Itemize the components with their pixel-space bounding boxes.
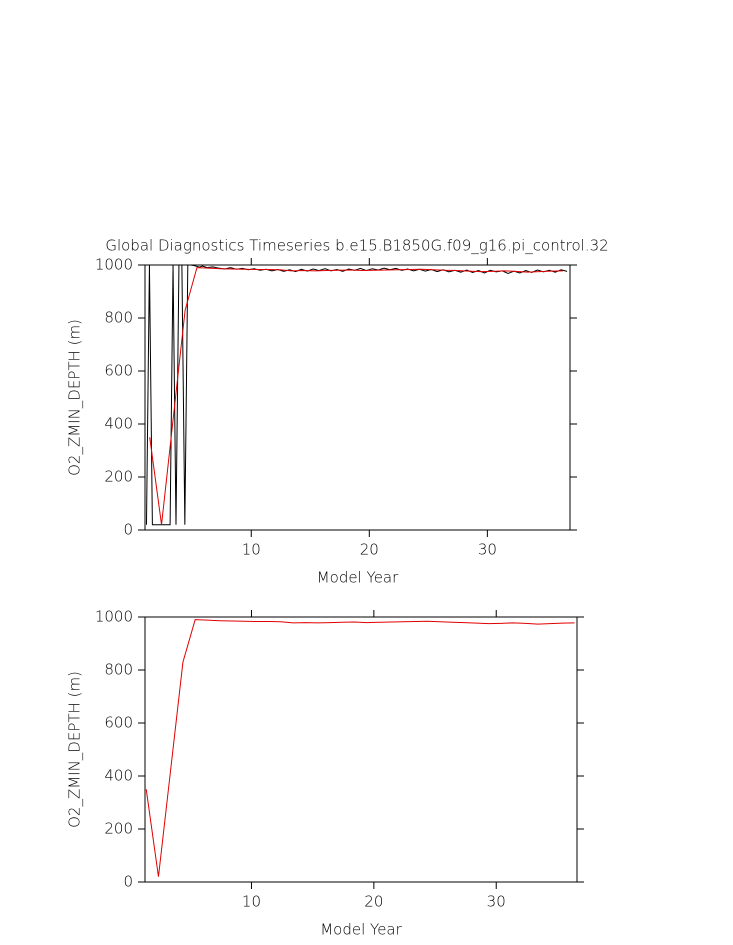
data-line — [149, 267, 563, 525]
chart-title: Global Diagnostics Timeseries b.e15.B185… — [105, 237, 608, 255]
x-axis-label: Model Year — [320, 921, 402, 939]
x-axis-label: Model Year — [317, 569, 399, 587]
x-tick-label: 30 — [478, 541, 497, 559]
data-line — [145, 619, 575, 877]
y-tick-label: 0 — [123, 873, 133, 891]
data-line — [145, 264, 568, 526]
y-tick-label: 1000 — [95, 608, 133, 626]
y-tick-label: 1000 — [95, 256, 133, 274]
y-tick-label: 800 — [104, 309, 133, 327]
y-tick-label: 0 — [123, 521, 133, 539]
y-tick-label: 400 — [104, 415, 133, 433]
x-tick-label: 30 — [487, 893, 506, 911]
y-tick-label: 200 — [104, 820, 133, 838]
x-tick-label: 20 — [360, 541, 379, 559]
y-axis-label: O2_ZMIN_DEPTH (m) — [66, 671, 84, 828]
x-tick-label: 10 — [242, 893, 261, 911]
y-tick-label: 600 — [104, 362, 133, 380]
y-tick-label: 400 — [104, 767, 133, 785]
x-tick-label: 20 — [364, 893, 383, 911]
y-axis-label: O2_ZMIN_DEPTH (m) — [66, 319, 84, 476]
x-tick-label: 10 — [242, 541, 261, 559]
y-tick-label: 200 — [104, 468, 133, 486]
y-tick-label: 600 — [104, 714, 133, 732]
y-tick-label: 800 — [104, 661, 133, 679]
plot-frame — [144, 616, 578, 883]
plot-frame — [144, 264, 571, 531]
